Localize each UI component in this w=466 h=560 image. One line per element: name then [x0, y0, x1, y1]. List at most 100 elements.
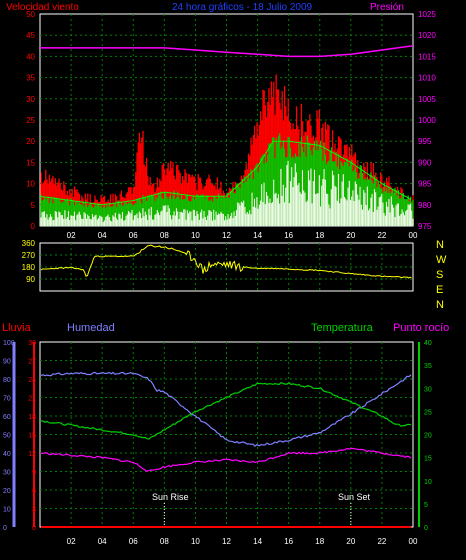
pressure-tick-label: 1005 [418, 95, 436, 104]
rain-tick-label: 30 [28, 340, 36, 347]
wind-pressure-chart: 0510152025303540455097598098599099510001… [26, 10, 436, 240]
wind-tick-label: 30 [26, 95, 35, 104]
temperature-tick-label: 35 [424, 363, 432, 370]
x-tick-label: 22 [377, 231, 386, 240]
rain-tick-label: 18 [28, 414, 36, 421]
x-tick-label: 14 [253, 231, 262, 240]
compass-letter: N [436, 299, 444, 311]
humidity-tick-label: 90 [3, 359, 11, 366]
temperature-line [40, 382, 412, 440]
humidity-tick-label: 30 [3, 470, 11, 477]
pressure-line [40, 45, 414, 58]
x-tick-label: 10 [191, 537, 200, 546]
chart-title: 24 hora gráficos - 18 Julio 2009 [172, 2, 313, 13]
wind-direction-line [40, 244, 412, 279]
compass-letter: W [436, 254, 447, 266]
wind-tick-label: 25 [26, 116, 35, 125]
x-tick-label: 04 [98, 231, 107, 240]
rain-tick-label: 12 [28, 451, 36, 458]
wind-tick-label: 5 [31, 201, 36, 210]
wind-tick-label: 40 [26, 52, 35, 61]
direction-tick-label: 90 [26, 275, 35, 284]
pressure-tick-label: 1010 [418, 74, 436, 83]
sunrise-label: Sun Rise [152, 492, 189, 502]
x-tick-label: 22 [377, 537, 386, 546]
rain-tick-label: 0 [32, 525, 36, 532]
rain-tick-label: 6 [32, 488, 36, 495]
humidity-tick-label: 0 [3, 525, 7, 532]
direction-tick-label: 270 [22, 251, 36, 260]
x-tick-label: 12 [222, 537, 231, 546]
wind-tick-label: 50 [26, 10, 35, 19]
x-tick-label: 16 [284, 231, 293, 240]
pressure-tick-label: 995 [418, 137, 432, 146]
pressure-tick-label: 975 [418, 222, 432, 231]
rain-tick-label: 24 [28, 377, 36, 384]
temperature-tick-label: 0 [424, 525, 428, 532]
compass-letter: E [436, 284, 443, 296]
rain-tick-label: 3 [32, 507, 36, 514]
temperature-tick-label: 15 [424, 456, 432, 463]
humidity-tick-label: 10 [3, 507, 11, 514]
humidity-line [40, 371, 412, 448]
rain-tick-label: 21 [28, 396, 36, 403]
x-tick-label: 20 [346, 537, 355, 546]
x-tick-label: 20 [346, 231, 355, 240]
rain-tick-label: 15 [28, 433, 36, 440]
temperature-axis-title: Temperatura [311, 322, 374, 334]
pressure-tick-label: 985 [418, 180, 432, 189]
wind-tick-label: 15 [26, 158, 35, 167]
wind-average-line [40, 140, 412, 206]
x-tick-label: 06 [129, 231, 138, 240]
pressure-tick-label: 1000 [418, 116, 436, 125]
humidity-tick-label: 40 [3, 451, 11, 458]
compass-letter: S [436, 269, 443, 281]
humidity-tick-label: 50 [3, 433, 11, 440]
dewpoint-line [40, 447, 412, 472]
x-tick-label: 06 [129, 537, 138, 546]
x-tick-label: 18 [315, 537, 324, 546]
temperature-tick-label: 25 [424, 409, 432, 416]
x-tick-label: 00 [409, 537, 418, 546]
x-tick-label: 00 [409, 231, 418, 240]
pressure-tick-label: 980 [418, 201, 432, 210]
sunset-label: Sun Set [338, 492, 371, 502]
temperature-tick-label: 20 [424, 433, 432, 440]
direction-tick-label: 360 [22, 239, 36, 248]
temperature-tick-label: 5 [424, 502, 428, 509]
humidity-tick-label: 60 [3, 414, 11, 421]
x-tick-label: 14 [253, 537, 262, 546]
temperature-tick-label: 10 [424, 479, 432, 486]
x-tick-label: 02 [67, 537, 76, 546]
wind-tick-label: 35 [26, 74, 35, 83]
x-tick-label: 16 [284, 537, 293, 546]
direction-tick-label: 180 [22, 263, 36, 272]
x-tick-label: 04 [98, 537, 107, 546]
x-tick-label: 10 [191, 231, 200, 240]
wind-speed-axis-title: Velocidad viento [6, 2, 79, 13]
x-tick-label: 18 [315, 231, 324, 240]
x-tick-label: 12 [222, 231, 231, 240]
humidity-tick-label: 20 [3, 488, 11, 495]
wind-tick-label: 45 [26, 31, 35, 40]
humidity-tick-label: 80 [3, 377, 11, 384]
pressure-axis-title: Presión [370, 2, 404, 13]
compass-letter: N [436, 239, 444, 251]
x-tick-label: 08 [160, 231, 169, 240]
pressure-tick-label: 1020 [418, 31, 436, 40]
rain-axis-title: Lluvia [2, 322, 32, 334]
wind-tick-label: 20 [26, 137, 35, 146]
temperature-tick-label: 40 [424, 340, 432, 347]
humidity-axis-title: Humedad [67, 322, 115, 334]
temperature-tick-label: 30 [424, 386, 432, 393]
pressure-tick-label: 1025 [418, 10, 436, 19]
humidity-temperature-chart: 0102030405060708090100036912151821242730… [3, 340, 432, 546]
humidity-tick-label: 100 [3, 340, 15, 347]
x-tick-label: 02 [67, 231, 76, 240]
x-tick-label: 08 [160, 537, 169, 546]
wind-tick-label: 0 [31, 222, 36, 231]
pressure-tick-label: 1015 [418, 52, 436, 61]
